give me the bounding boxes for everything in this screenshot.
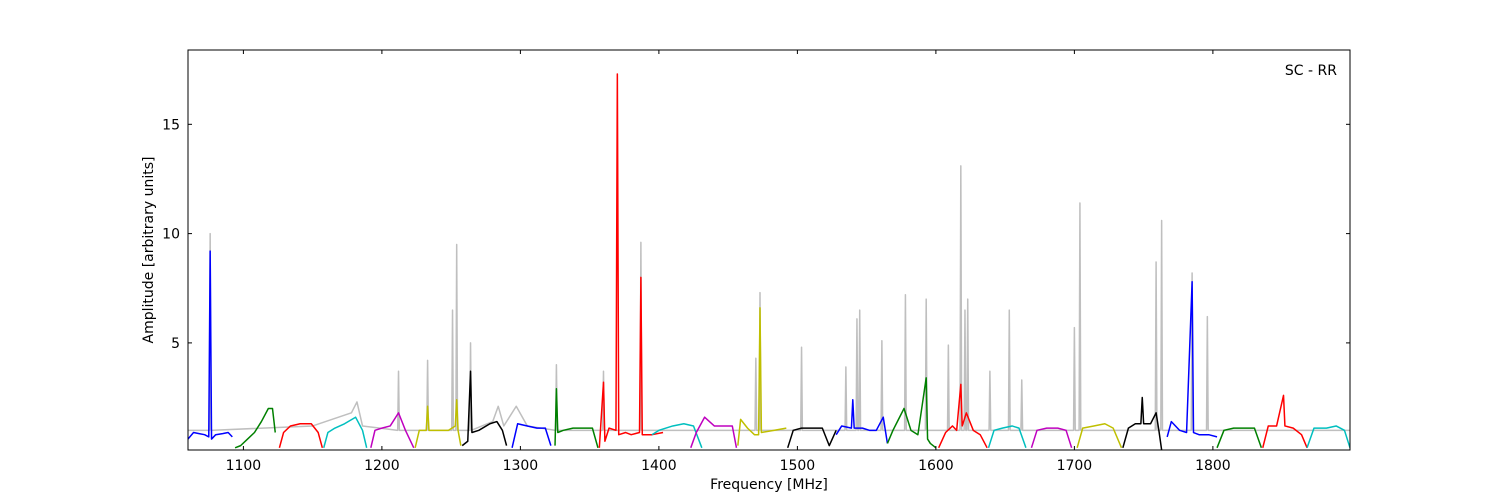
series-line <box>323 416 368 449</box>
x-tick-label: 1700 <box>1057 458 1093 474</box>
series-line <box>886 377 937 449</box>
series-line <box>1076 423 1123 449</box>
y-axis-label: Amplitude [arbitrary units] <box>141 157 157 344</box>
series-line <box>598 73 664 448</box>
series-line <box>651 423 703 449</box>
plot-lines <box>188 73 1350 450</box>
x-tick-label: 1800 <box>1195 458 1231 474</box>
series-line <box>1030 427 1073 449</box>
annotation: SC - RR <box>1285 63 1337 79</box>
plot-frame <box>187 49 1351 451</box>
series-line <box>786 427 837 449</box>
series-line <box>1166 280 1218 438</box>
series-line <box>461 370 508 447</box>
series-line <box>188 165 1350 432</box>
series-line <box>414 398 462 448</box>
series-line <box>1306 425 1350 449</box>
series-line <box>234 407 276 449</box>
series-line <box>1262 394 1308 449</box>
x-axis-label: Frequency [MHz] <box>710 477 828 493</box>
series-line <box>1216 427 1263 449</box>
x-tick-label: 1200 <box>364 458 400 474</box>
y-tick-label: 5 <box>171 336 180 352</box>
series-line <box>987 425 1027 449</box>
series-line <box>937 383 988 449</box>
series-line <box>690 416 738 449</box>
series-line <box>737 307 787 446</box>
series-line <box>1122 396 1163 450</box>
x-tick-label: 1600 <box>918 458 954 474</box>
series-line <box>370 412 415 449</box>
x-tick-label: 1100 <box>226 458 262 474</box>
y-tick-label: 15 <box>162 117 180 133</box>
x-tick-label: 1300 <box>503 458 539 474</box>
series-line <box>278 423 324 449</box>
series-line <box>511 423 552 448</box>
series-line <box>554 388 599 449</box>
series-line <box>188 250 233 440</box>
y-tick-label: 10 <box>162 227 180 243</box>
x-tick-label: 1400 <box>641 458 677 474</box>
x-tick-label: 1500 <box>780 458 816 474</box>
series-line <box>835 398 889 444</box>
